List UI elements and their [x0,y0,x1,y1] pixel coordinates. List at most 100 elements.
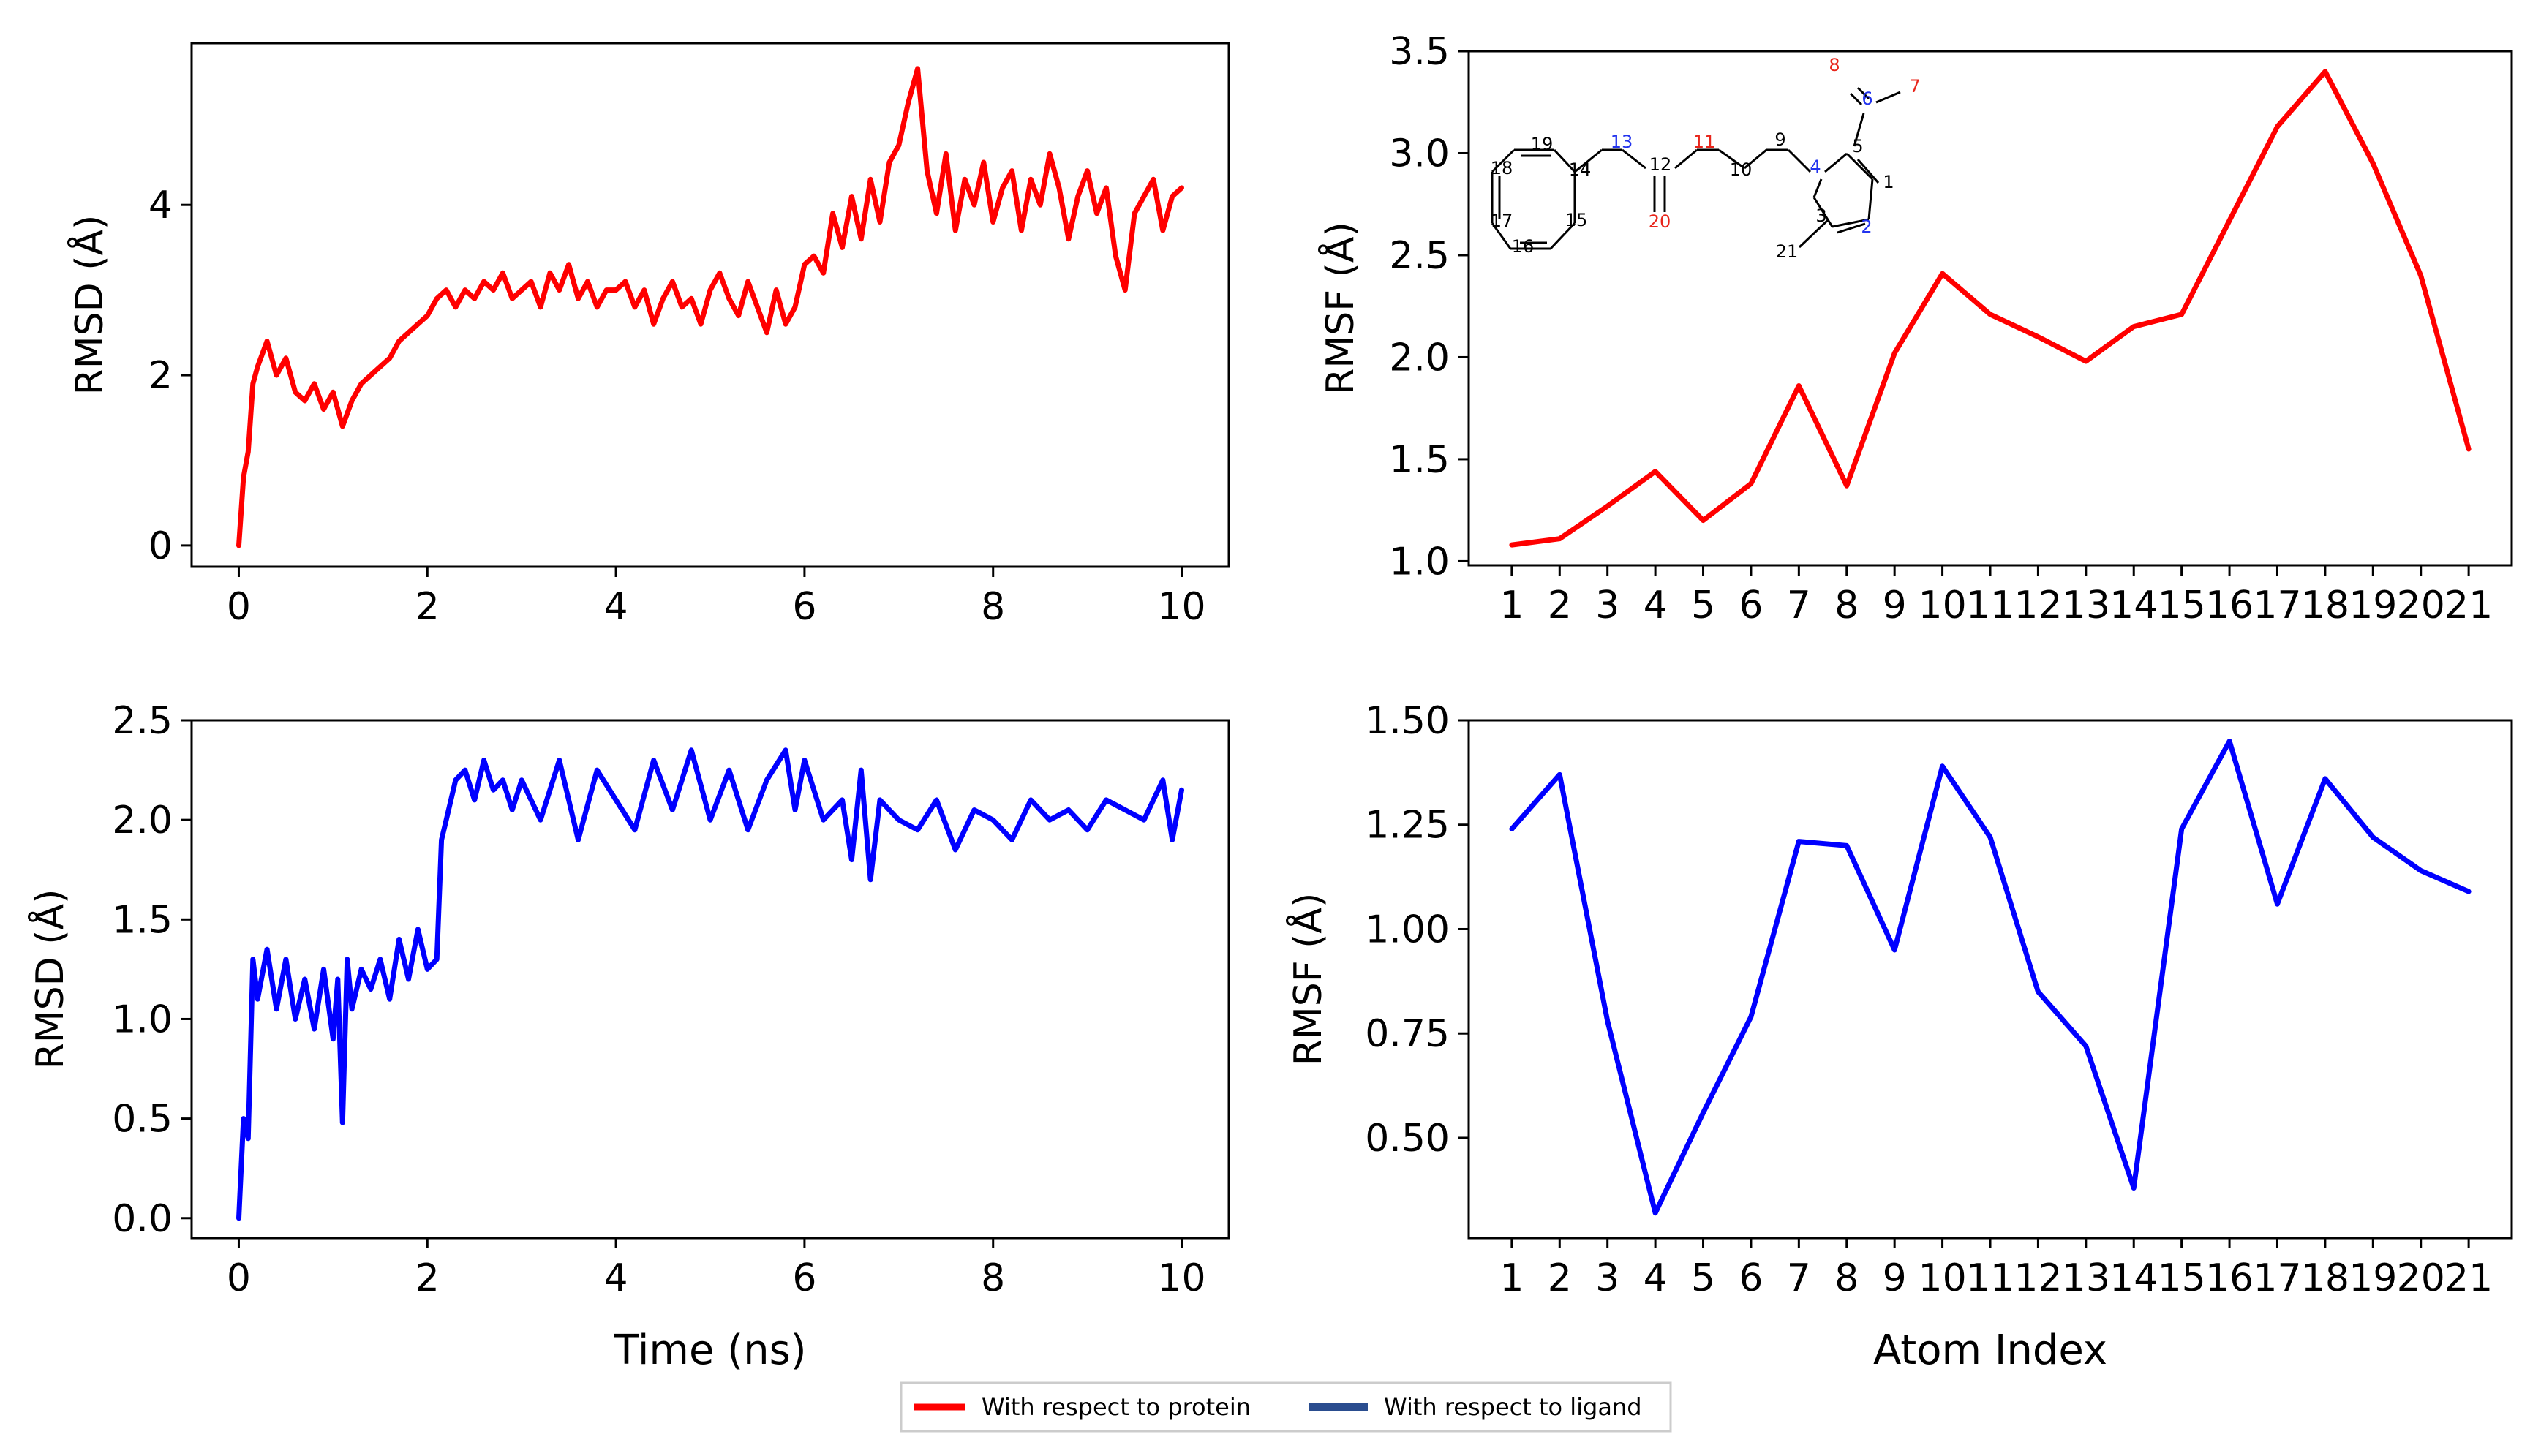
data-point [878,798,882,802]
x-tick-label: 20 [2397,1256,2445,1300]
x-tick-label: 7 [1787,1256,1811,1300]
data-point [378,957,383,962]
x-tick-label: 2 [415,1256,440,1300]
data-point [774,288,778,293]
data-point [284,356,288,361]
data-point [1605,1019,1610,1023]
x-tick-label: 4 [1644,584,1668,627]
data-point [1940,764,1945,769]
x-axis-label: Atom Index [1873,1327,2107,1374]
x-tick-label: 17 [2253,584,2301,627]
data-point [482,279,486,284]
data-point [241,475,246,480]
data-point [482,758,486,762]
data-point [1095,211,1099,216]
data-point [2466,447,2471,451]
bond [1845,152,1874,181]
data-point [425,967,429,971]
data-point [2275,902,2279,906]
data-point [764,778,769,782]
data-point [652,758,656,762]
data-point [1845,483,1849,488]
x-tick-label: 11 [1966,1256,2014,1300]
x-tick-label: 12 [2014,1256,2062,1300]
atom-label: 17 [1491,211,1513,231]
data-point [321,967,325,971]
data-point [1028,177,1033,181]
data-point [1988,312,1992,317]
data-point [1653,469,1657,474]
atom-label: 12 [1649,154,1672,175]
data-point [2131,325,2136,329]
data-point [1180,788,1184,792]
data-point [1113,254,1118,258]
data-point [670,808,674,812]
atom-label: 21 [1776,241,1799,262]
data-point [727,296,731,301]
y-tick-label: 0.75 [1365,1012,1450,1056]
x-tick-label: 21 [2444,584,2493,627]
y-tick-label: 0 [148,524,173,568]
data-point [293,1016,298,1021]
rmsf-protein-chart: 1 2 3 4 5 6 7 8 9 10 11 12 13 14 15 16 17 18 19 20 211.01.52… [1317,30,2513,627]
x-tick-label: 14 [2109,584,2158,627]
x-tick-label: 6 [1739,584,1763,627]
data-point [1845,843,1849,848]
y-tick-label: 1.0 [1389,540,1450,584]
data-point [331,1037,335,1041]
data-point [557,758,562,762]
data-point [746,828,750,832]
data-point [1057,186,1061,190]
data-point [519,288,524,293]
data-point [2323,777,2327,781]
bond [1674,148,1698,170]
y-tick-label: 0.5 [112,1098,173,1142]
data-point [982,160,986,165]
x-tick-label: 17 [2253,1256,2301,1300]
data-point [510,296,514,301]
x-tick-label: 16 [2205,1256,2254,1300]
x-tick-label: 4 [604,1256,628,1300]
data-point [746,279,750,284]
y-tick-label: 3.0 [1389,132,1450,176]
y-tick-label: 2.0 [1389,336,1450,380]
data-point [473,296,477,301]
bond [1491,222,1512,249]
data-point [783,322,788,326]
x-tick-label: 10 [1919,1256,1967,1300]
y-tick-label: 1.00 [1365,908,1450,951]
rmsd-ligand-chart: 0 2 4 6 8 10 0.0 0.5 1.0 1.5 2.0 2.5 RMSD (Å) Time (n… [27,699,1230,1374]
x-tick-label: 1 [1499,584,1524,627]
data-point [388,997,392,1001]
data-point [500,271,505,275]
y-tick-label: 3.5 [1389,30,1450,74]
data-point [406,331,410,335]
data-point [2180,826,2184,831]
atom-label: 4 [1810,156,1821,177]
bond [1824,152,1848,173]
data-point [783,748,788,752]
x-tick-label: 10 [1919,584,1967,627]
data-point [345,957,350,962]
x-tick-label: 8 [1834,584,1859,627]
atom-label: 19 [1531,134,1554,154]
data-point [2036,335,2040,339]
data-point [548,271,552,275]
data-point [925,169,929,173]
data-point [764,331,769,335]
data-point [2227,219,2232,223]
data-point [2084,1044,2088,1048]
data-point [340,424,345,429]
data-point [755,305,759,309]
x-tick-label: 0 [227,585,251,629]
data-point [1749,481,1753,486]
data-point [604,288,609,293]
data-point [255,364,260,369]
data-point [529,279,533,284]
atom-label: 13 [1611,132,1633,152]
bond [1875,91,1901,104]
x-tick-label: 8 [981,1256,1005,1300]
data-point [793,305,797,309]
y-tick-label: 2 [148,354,173,398]
atom-label: 18 [1491,158,1513,178]
